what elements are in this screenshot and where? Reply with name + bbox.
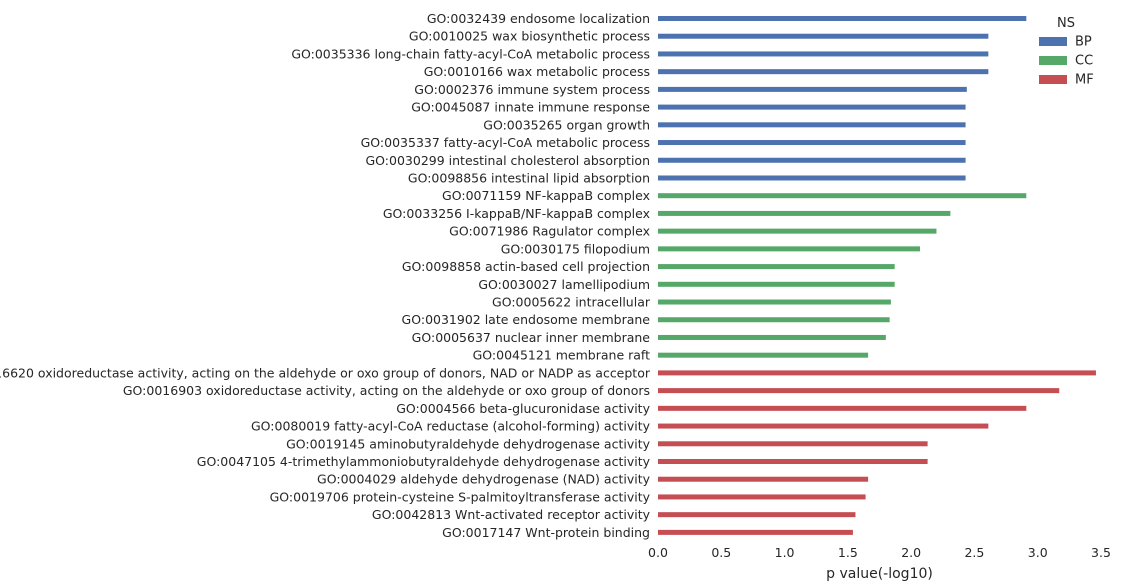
category-label: GO:0045121 membrane raft	[473, 348, 651, 363]
legend-swatch-bp	[1039, 37, 1067, 46]
x-axis-title: p value(-log10)	[826, 566, 933, 582]
x-tick-label: 1.0	[775, 545, 795, 560]
bar-bp	[658, 157, 966, 163]
category-label: GO:0004566 beta-glucuronidase activity	[396, 401, 650, 416]
bar-cc	[658, 299, 891, 305]
bar-cc	[658, 228, 937, 234]
category-label: GO:0004029 aldehyde dehydrogenase (NAD) …	[317, 472, 651, 487]
category-label: GO:0098856 intestinal lipid absorption	[408, 170, 650, 185]
x-tick-label: 2.5	[964, 545, 984, 560]
category-label: GO:0010025 wax biosynthetic process	[409, 29, 650, 44]
x-tick-label: 3.0	[1028, 545, 1048, 560]
bar-cc	[658, 246, 921, 252]
category-label: GO:0030027 lamellipodium	[478, 277, 650, 292]
bar-mf	[658, 459, 928, 464]
category-label: GO:0047105 4-trimethylammoniobutyraldehy…	[197, 454, 651, 469]
legend-label-cc: CC	[1075, 54, 1093, 69]
bar-mf	[658, 476, 869, 482]
legend: NS BP CC MF	[1039, 16, 1094, 88]
category-label: GO:0098858 actin-based cell projection	[402, 259, 650, 274]
category-label: GO:0030299 intestinal cholesterol absorp…	[365, 153, 650, 168]
bar-bp	[658, 69, 989, 75]
x-tick-label: 2.0	[901, 545, 921, 560]
category-label: GO:0031902 late endosome membrane	[402, 312, 651, 327]
category-label: GO:0042813 Wnt-activated receptor activi…	[372, 507, 651, 522]
category-label: GO:0071159 NF-kappaB complex	[442, 188, 650, 203]
category-label: GO:0005622 intracellular	[492, 295, 651, 310]
legend-swatch-cc	[1039, 56, 1067, 65]
legend-label-mf: MF	[1075, 73, 1094, 88]
bar-cc	[658, 193, 1027, 199]
bar-mf	[658, 370, 1096, 376]
bar-mf	[658, 423, 989, 429]
bar-mf	[658, 388, 1060, 394]
category-label: GO:0032439 endosome localization	[427, 11, 650, 26]
bar-mf	[658, 512, 856, 518]
category-label: GO:0033256 I-kappaB/NF-kappaB complex	[383, 206, 650, 221]
category-labels: GO:0032439 endosome localization GO:00100…	[0, 11, 651, 540]
x-tick-label: 0.5	[711, 545, 731, 560]
bar-mf	[658, 529, 853, 535]
category-label: GO:0035265 organ growth	[483, 117, 650, 132]
bar-cc	[658, 317, 890, 323]
category-label: GO:0010166 wax metabolic process	[424, 64, 650, 79]
bar-bp	[658, 16, 1027, 21]
bar-bp	[658, 104, 966, 110]
category-label: GO:0080019 fatty-acyl-CoA reductase (alc…	[251, 419, 651, 434]
bar-bp	[658, 51, 989, 57]
bar-bp	[658, 175, 966, 181]
category-label: GO:0035336 long-chain fatty-acyl-CoA met…	[291, 46, 650, 61]
category-label: GO:0071986 Ragulator complex	[449, 224, 650, 239]
legend-label-bp: BP	[1075, 35, 1092, 50]
bar-mf	[658, 441, 928, 447]
category-label: GO:0019145 aminobutyraldehyde dehydrogen…	[286, 436, 650, 451]
category-label: GO:0045087 innate immune response	[411, 100, 650, 115]
bar-bp	[658, 33, 989, 39]
category-label: GO:0005637 nuclear inner membrane	[412, 330, 651, 345]
x-tick-label: 1.5	[838, 545, 858, 560]
x-axis-ticks: 0.0 0.5 1.0 1.5 2.0 2.5 3.0 3.5	[648, 545, 1111, 560]
category-label: GO:0030175 filopodium	[501, 241, 650, 256]
category-label: GO:0002376 immune system process	[414, 82, 650, 97]
bar-bp	[658, 140, 966, 146]
x-tick-label: 0.0	[648, 545, 668, 560]
category-label: GO:0019706 protein-cysteine S-palmitoylt…	[270, 489, 651, 504]
legend-swatch-mf	[1039, 75, 1067, 84]
bar-cc	[658, 264, 895, 270]
bars-layer	[658, 16, 1096, 535]
category-label: GO:0016903 oxidoreductase activity, acti…	[123, 383, 650, 398]
bar-bp	[658, 122, 966, 128]
category-label: GO:0017147 Wnt-protein binding	[442, 525, 650, 540]
bar-bp	[658, 86, 967, 92]
bar-mf	[658, 494, 866, 500]
bar-cc	[658, 210, 951, 216]
category-label: GO:0035337 fatty-acyl-CoA metabolic proc…	[361, 135, 650, 150]
bar-cc	[658, 334, 886, 340]
x-tick-label: 3.5	[1091, 545, 1111, 560]
bar-mf	[658, 405, 1027, 411]
category-label: GO:0016620 oxidoreductase activity, acti…	[0, 365, 651, 380]
legend-title: NS	[1057, 16, 1075, 31]
bar-cc	[658, 281, 895, 287]
bar-cc	[658, 352, 869, 358]
